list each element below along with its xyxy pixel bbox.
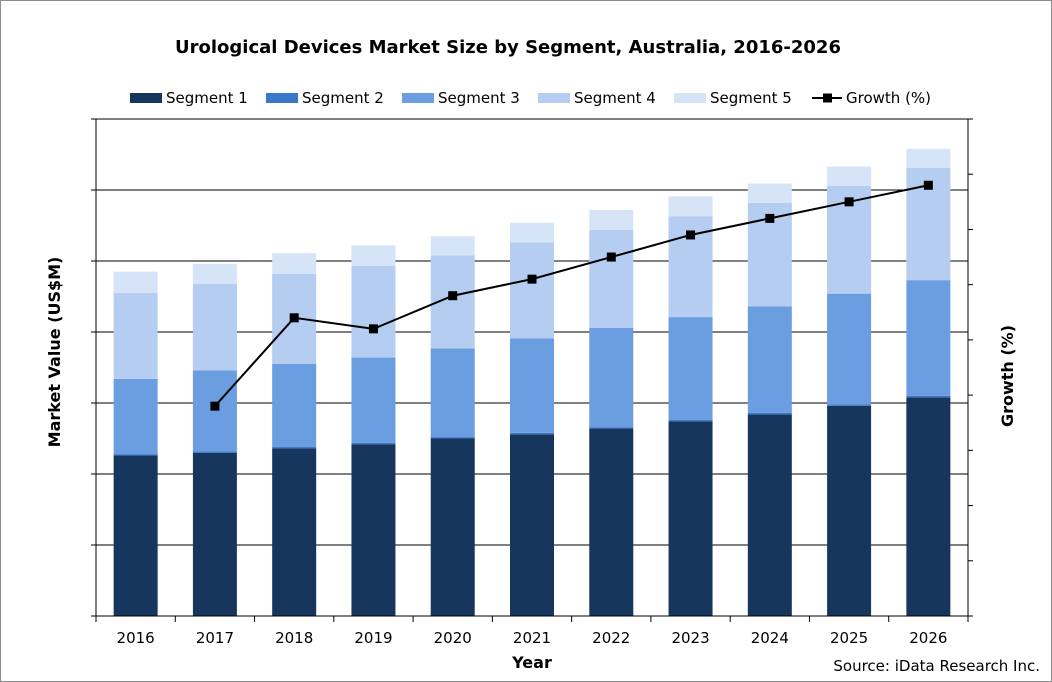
- legend-swatch: [266, 93, 298, 103]
- bar-segment-4: [589, 229, 634, 328]
- bar-segment-3: [589, 327, 634, 428]
- bar-segment-3: [192, 370, 237, 452]
- bar-segment-3: [747, 306, 792, 413]
- x-tick-label: 2021: [513, 629, 551, 647]
- bar-segment-5: [351, 245, 396, 266]
- bar-segment-2: [113, 454, 158, 456]
- legend-marker: [823, 93, 832, 103]
- bars: [113, 148, 951, 616]
- bar-segment-2: [510, 432, 554, 435]
- bar-segment-2: [351, 442, 396, 445]
- y-axis-title: Market Value (US$M): [45, 257, 64, 448]
- legend-label: Segment 3: [438, 89, 520, 107]
- bar-segment-5: [113, 271, 158, 293]
- legend-label: Segment 1: [166, 89, 248, 107]
- bar-segment-1: [906, 397, 951, 616]
- bar-segment-5: [589, 209, 634, 230]
- bar-segment-1: [351, 444, 396, 616]
- bar-segment-4: [192, 283, 237, 371]
- growth-point: [606, 252, 616, 262]
- bar-segment-3: [113, 378, 158, 455]
- bar-segment-1: [272, 448, 317, 616]
- bar-segment-3: [510, 338, 554, 433]
- x-tick-label: 2017: [196, 629, 234, 647]
- bar-segment-2: [906, 395, 951, 398]
- bar-segment-1: [430, 438, 475, 616]
- bar-segment-1: [747, 414, 792, 616]
- bar-segment-5: [668, 196, 713, 217]
- bar-segment-1: [113, 455, 158, 616]
- growth-line: [210, 180, 933, 411]
- growth-point: [923, 180, 933, 190]
- growth-point: [210, 401, 220, 411]
- bar-segment-4: [351, 265, 396, 358]
- growth-point: [844, 197, 854, 207]
- bar-segment-2: [747, 412, 792, 415]
- bar-segment-5: [827, 166, 872, 186]
- growth-point: [686, 230, 696, 240]
- growth-point: [765, 213, 775, 223]
- bar-segment-1: [192, 452, 237, 616]
- bar-segment-5: [430, 236, 475, 256]
- bar-segment-5: [510, 222, 554, 243]
- bar-segment-3: [668, 317, 713, 421]
- bar-segment-2: [827, 404, 872, 406]
- legend-label: Segment 2: [302, 89, 384, 107]
- x-axis-title: Year: [511, 653, 552, 672]
- bar-segment-2: [430, 437, 475, 439]
- x-tick-label: 2019: [354, 629, 392, 647]
- bar-segment-1: [668, 421, 713, 616]
- x-tick-label: 2018: [275, 629, 313, 647]
- bar-segment-3: [351, 357, 396, 443]
- legend-swatch: [538, 93, 570, 103]
- bar-segment-2: [668, 420, 713, 422]
- legend: Segment 1 Segment 2 Segment 3 Segment 4 Segm…: [130, 89, 931, 107]
- x-tick-labels: 2016 2017 2018 2019 2020 2021 2022 2023 2024 2025…: [117, 629, 948, 647]
- bar-segment-2: [272, 447, 317, 449]
- bar-segment-5: [906, 148, 951, 168]
- legend-label: Segment 5: [710, 89, 792, 107]
- x-tick-label: 2024: [751, 629, 789, 647]
- bar-segment-3: [827, 293, 872, 405]
- legend-swatch: [674, 93, 706, 103]
- bar-segment-3: [430, 348, 475, 438]
- legend-label: Segment 4: [574, 89, 656, 107]
- bar-segment-1: [510, 434, 554, 616]
- x-tick-label: 2026: [909, 629, 947, 647]
- bar-segment-2: [192, 451, 237, 453]
- bar-segment-4: [113, 292, 158, 379]
- axes: [91, 118, 973, 622]
- growth-point: [448, 291, 458, 301]
- chart-title: Urological Devices Market Size by Segmen…: [175, 37, 841, 58]
- bar-segment-2: [589, 427, 634, 429]
- bar-segment-4: [510, 242, 554, 339]
- growth-point: [527, 274, 537, 284]
- bar-segment-1: [827, 405, 872, 616]
- x-tick-label: 2020: [434, 629, 472, 647]
- growth-polyline: [214, 184, 929, 407]
- legend-label: Growth (%): [846, 89, 931, 107]
- y2-axis-title: Growth (%): [998, 325, 1017, 427]
- growth-point: [368, 324, 378, 334]
- x-tick-label: 2023: [671, 629, 709, 647]
- bar-segment-5: [192, 263, 237, 284]
- legend-swatch: [130, 93, 162, 103]
- legend-swatch: [402, 93, 434, 103]
- bar-segment-3: [272, 363, 317, 448]
- bar-segment-5: [747, 183, 792, 203]
- source-note: Source: iData Research Inc.: [833, 657, 1040, 675]
- x-tick-label: 2025: [830, 629, 868, 647]
- bar-segment-1: [589, 428, 634, 616]
- x-tick-label: 2016: [117, 629, 155, 647]
- bar-segment-5: [272, 253, 317, 274]
- x-tick-label: 2022: [592, 629, 630, 647]
- bar-segment-3: [906, 280, 951, 396]
- growth-point: [289, 313, 299, 323]
